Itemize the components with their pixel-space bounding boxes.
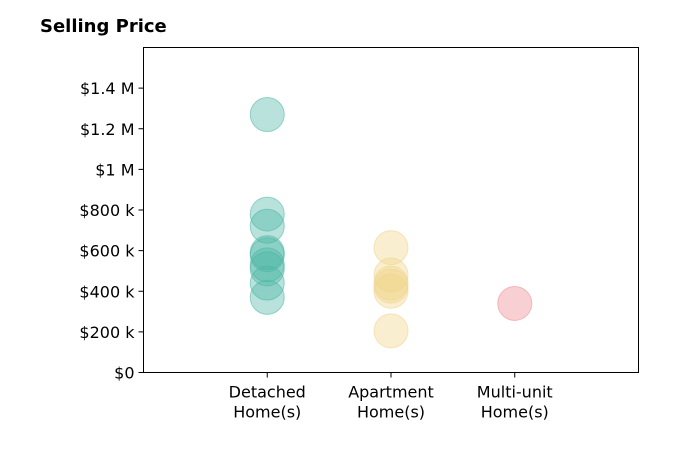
y-tick-label: $1 M [95, 160, 134, 179]
y-tick-label: $200 k [79, 323, 135, 342]
data-point [373, 273, 409, 309]
y-tick-label: $0 [114, 364, 134, 383]
y-tick-label: $1.4 M [80, 79, 135, 98]
data-point [249, 279, 285, 315]
data-point [373, 257, 409, 293]
data-point [249, 208, 285, 244]
data-point [249, 251, 285, 287]
data-point [497, 285, 533, 321]
x-tick-label: Apartment Home(s) [348, 383, 434, 422]
data-point [373, 268, 409, 304]
x-tick-label: Detached Home(s) [229, 383, 306, 422]
y-tick-label: $400 k [79, 282, 135, 301]
data-points [249, 97, 533, 349]
y-tick-label: $800 k [79, 201, 135, 220]
y-tick-label: $1.2 M [80, 120, 135, 139]
data-point [249, 237, 285, 273]
data-point [373, 313, 409, 349]
data-point [249, 265, 285, 301]
data-point [373, 230, 409, 266]
x-tick-label: Multi-unit Home(s) [477, 383, 553, 422]
y-tick-label: $600 k [79, 242, 135, 261]
y-axis: $0 $200 k $400 k $600 k $800 k $1 M $1.2 M $1.4… [79, 79, 144, 383]
chart-title: Selling Price [40, 16, 167, 37]
data-point [249, 196, 285, 232]
x-axis: Detached Home(s) Apartment Home(s) Multi-uni… [229, 372, 553, 422]
data-point [249, 97, 285, 133]
